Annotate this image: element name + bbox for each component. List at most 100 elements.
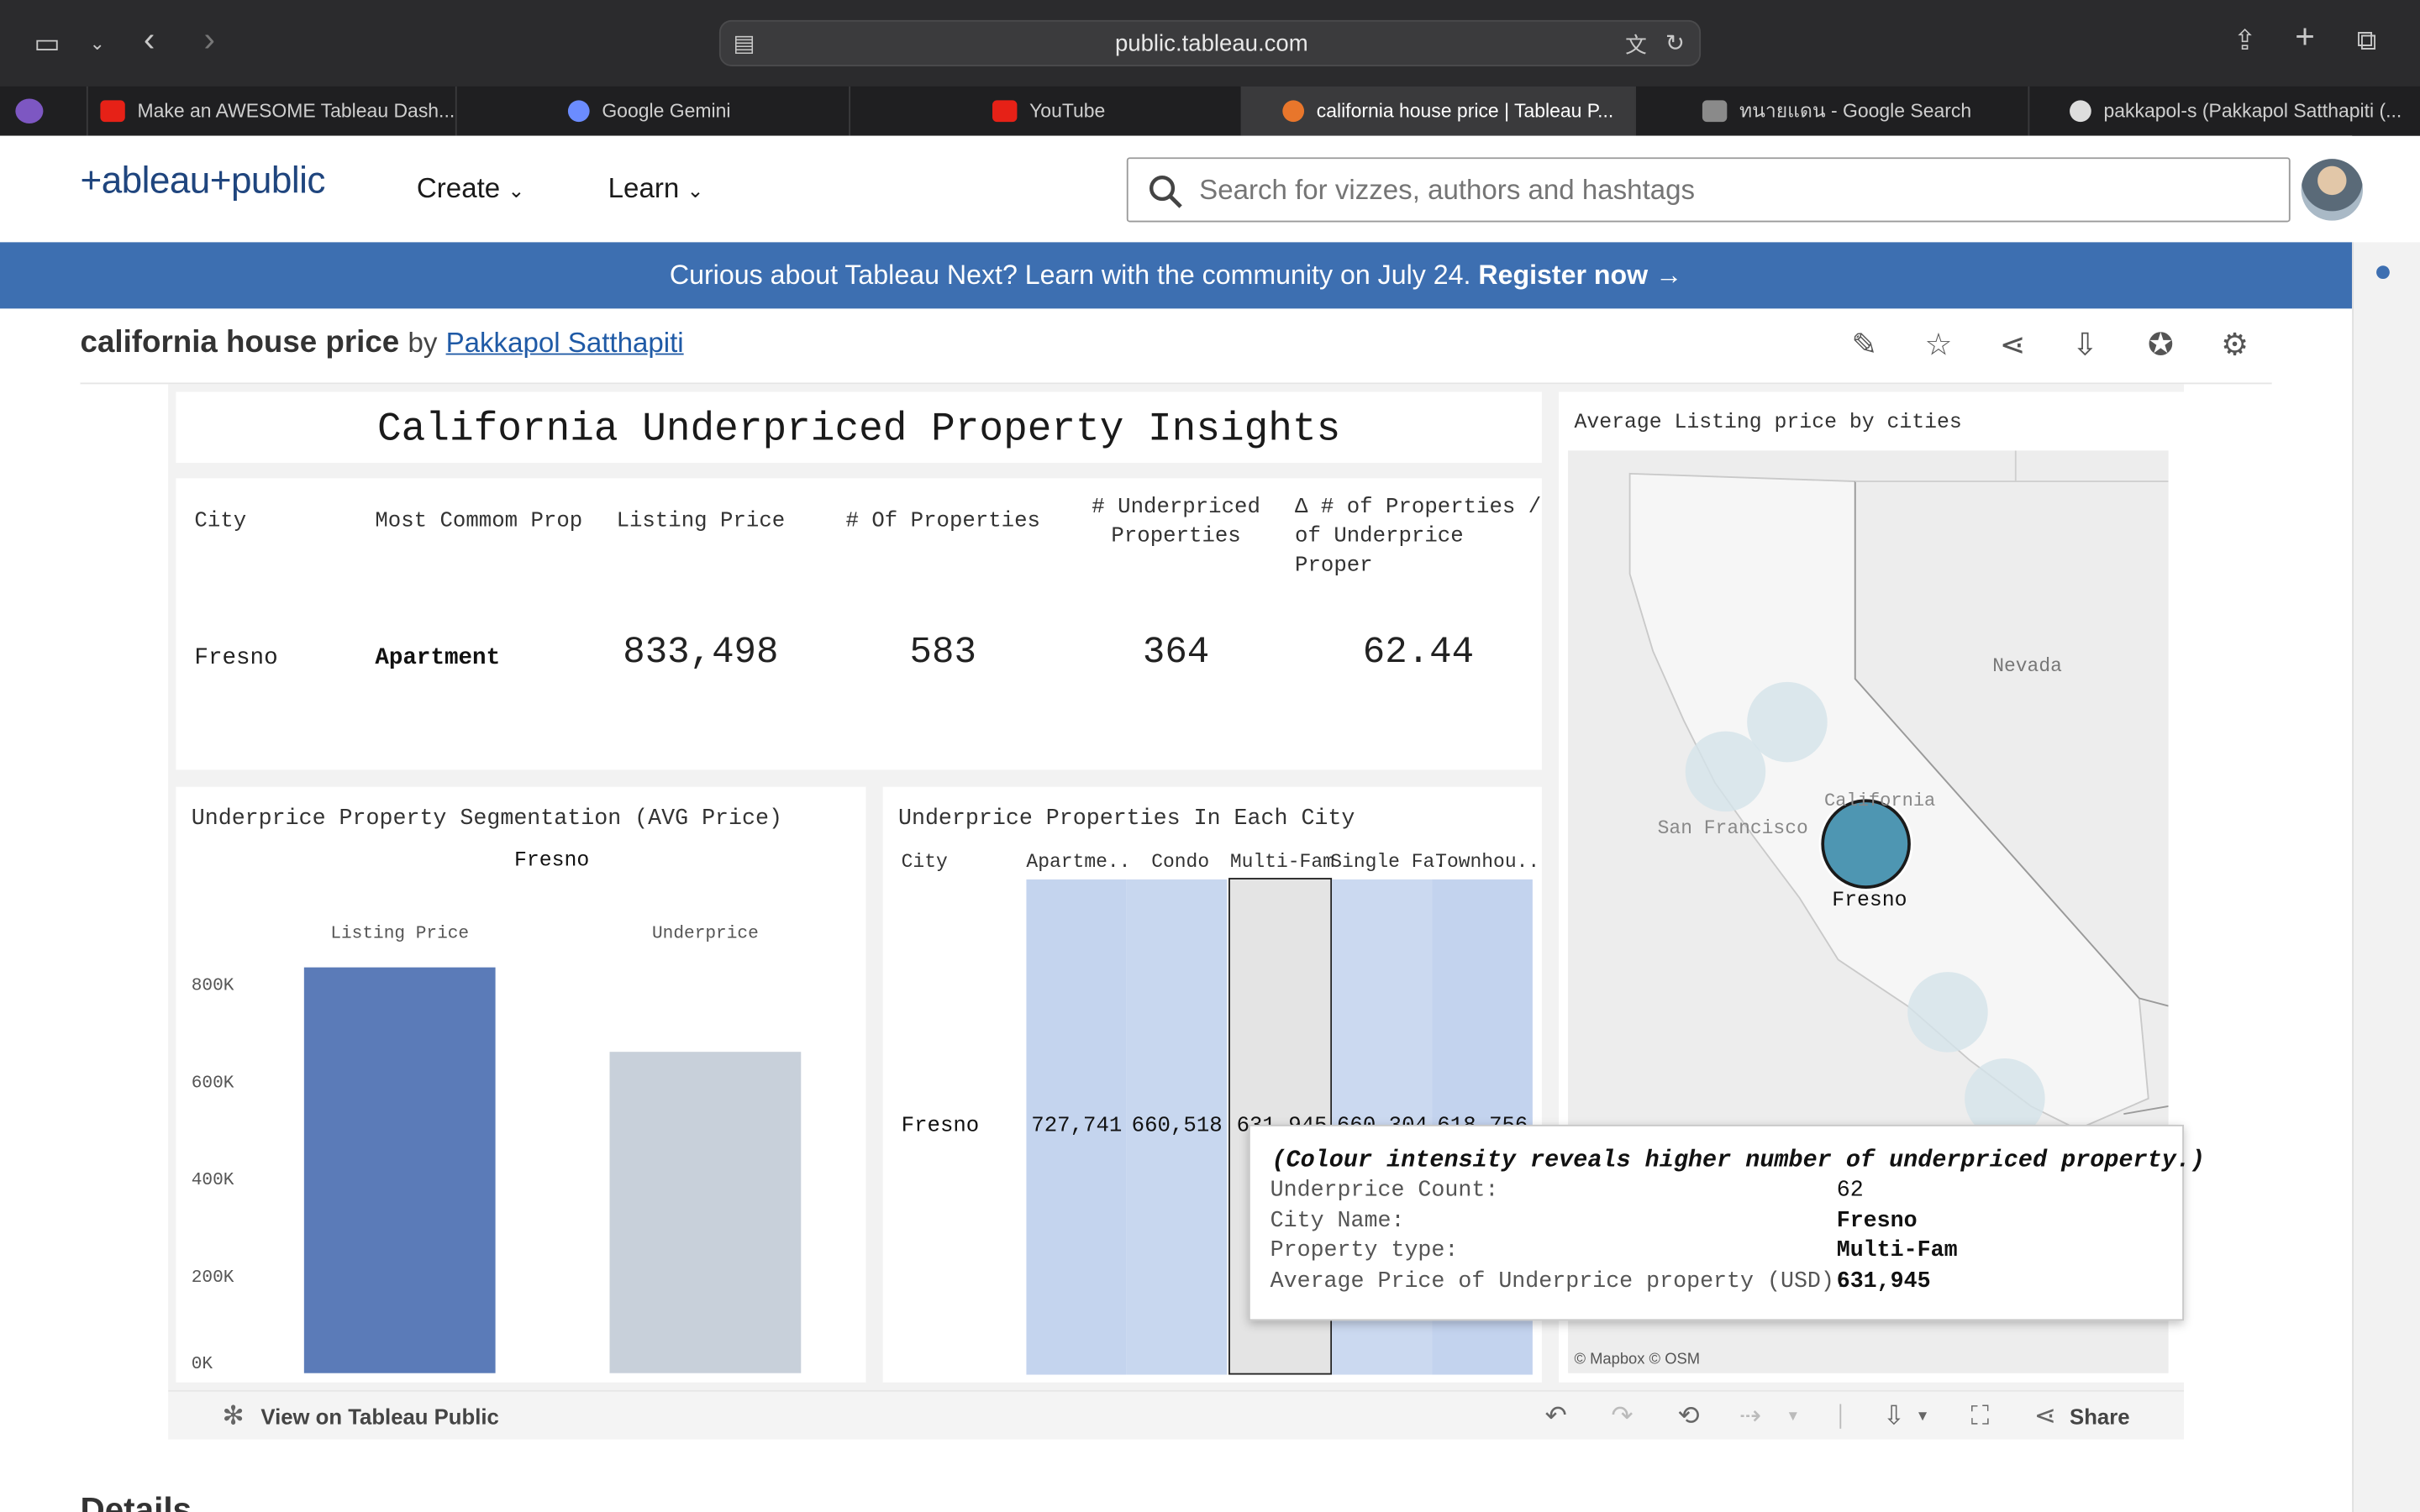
tableau-icon (1282, 99, 1305, 122)
tab-6[interactable]: pakkapol-s (Pakkapol Satthapiti (... (2028, 86, 2420, 136)
y-tick-label: 200K (192, 1268, 234, 1288)
chevron-down-icon[interactable]: ▾ (1788, 1407, 1797, 1426)
divider (80, 382, 2272, 385)
tab-1[interactable]: Make an AWESOME Tableau Dash... (86, 86, 455, 136)
github-icon (2070, 99, 2091, 122)
kpi-header-city: City (194, 509, 247, 534)
tab-2[interactable]: Google Gemini (455, 86, 849, 136)
tab-bar: Make an AWESOME Tableau Dash... Google G… (0, 86, 2420, 136)
fullscreen-icon[interactable]: ⛶ (1970, 1400, 1990, 1431)
register-link[interactable]: Register now → (1478, 259, 1683, 291)
avatar[interactable] (2301, 159, 2364, 221)
tooltip-val-price: 631,945 (1836, 1269, 1931, 1295)
view-on-tableau-link[interactable]: View on Tableau Public (260, 1404, 499, 1429)
share-icon[interactable]: ⋖ (2033, 1400, 2056, 1431)
chevron-down-icon: ⌄ (508, 179, 525, 202)
tooltip-key-city: City Name: (1270, 1210, 1405, 1235)
address-bar[interactable]: ▤ public.tableau.com 文 ↻ (718, 19, 1702, 66)
banner-text: Curious about Tableau Next? Learn with t… (669, 259, 1471, 291)
segmentation-title: Underprice Property Segmentation (AVG Pr… (191, 806, 782, 832)
kpi-header-underpriced: # Underpriced Properties (1092, 495, 1260, 549)
dashboard-title-panel: California Underpriced Property Insights (176, 391, 1542, 464)
youtube-icon (100, 99, 125, 122)
kpi-price: 833,498 (623, 633, 779, 675)
y-tick-label: 800K (192, 975, 234, 995)
reload-icon[interactable]: ↻ (1665, 30, 1685, 57)
tooltip-val-count: 62 (1836, 1179, 1864, 1204)
tab-label: Google Gemini (602, 100, 731, 123)
search-box[interactable] (1126, 157, 2291, 223)
map-label-fresno: Fresno (1832, 890, 1907, 914)
award-icon[interactable]: ✪ (2148, 328, 2174, 363)
segmentation-bar-chart: 0K 200K 400K 600K 800K (192, 967, 802, 1374)
tab-4-active[interactable]: california house price | Tableau P... (1240, 86, 1635, 136)
download-icon[interactable]: ⇩ (1882, 1400, 1905, 1431)
bar-underprice[interactable] (609, 1052, 802, 1373)
segmentation-city: Fresno (513, 850, 590, 874)
tableau-icon: ✻ (222, 1400, 245, 1431)
back-icon[interactable]: ‹ (143, 19, 155, 59)
city-table-header-apartment: Apartme.. (1026, 851, 1131, 874)
undo-icon[interactable]: ↶ (1544, 1400, 1567, 1431)
toolbar-divider (1839, 1404, 1842, 1429)
tab-3[interactable]: YouTube (849, 86, 1241, 136)
city-table-header-single: Single Fa. (1330, 851, 1447, 874)
kpi-city: Fresno (194, 644, 278, 671)
kpi-prop: Apartment (375, 644, 501, 671)
tab-5[interactable]: ทนายแดน - Google Search (1634, 86, 2028, 136)
city-table-header-condo: Condo (1151, 851, 1210, 874)
map-attribution[interactable]: © Mapbox © OSM (1574, 1351, 1701, 1369)
tooltip: (Colour intensity reveals higher number … (1248, 1124, 2205, 1321)
chevron-down-icon[interactable]: ▾ (1918, 1407, 1928, 1426)
translate-icon[interactable]: 文 (1625, 32, 1647, 57)
side-rail: ● (2352, 242, 2420, 1512)
kpi-count: 583 (909, 633, 976, 675)
kpi-header-price: Listing Price (616, 509, 786, 534)
tab-group-icon[interactable] (15, 98, 44, 123)
author-link[interactable]: Pakkapol Satthapiti (445, 327, 684, 359)
segmentation-col-underprice: Underprice (651, 924, 759, 945)
nav-create[interactable]: Create ⌄ (417, 173, 524, 206)
tooltip-val-type: Multi-Fam (1836, 1238, 1958, 1264)
y-tick-label: 0K (192, 1354, 213, 1374)
share-button[interactable]: Share (2070, 1404, 2130, 1429)
chevron-down-icon[interactable]: ⌄ (89, 32, 106, 55)
new-tab-icon[interactable]: + (2295, 17, 2315, 56)
map-label-california: California (1824, 790, 1936, 812)
lightbulb-icon[interactable]: ● (2373, 255, 2393, 289)
bar-listing-price[interactable] (303, 967, 496, 1373)
search-input[interactable] (1199, 171, 2265, 208)
chevron-down-icon: ⌄ (687, 179, 704, 202)
tooltip-key-type: Property type: (1270, 1238, 1459, 1264)
revert-icon[interactable]: ⟲ (1677, 1400, 1700, 1431)
download-icon[interactable]: ⇩ (2072, 328, 2098, 363)
heat-cell-condo[interactable] (1126, 879, 1228, 1375)
redo-icon[interactable]: ↷ (1611, 1400, 1634, 1431)
gear-icon[interactable]: ⚙ (2221, 328, 2249, 363)
share-icon[interactable]: ⇪ (2233, 24, 2257, 56)
edit-icon[interactable]: ✎ (1851, 328, 1878, 363)
tab-overview-icon[interactable]: ⧉ (2356, 24, 2377, 56)
star-icon[interactable]: ☆ (1924, 328, 1953, 363)
segmentation-panel: Underprice Property Segmentation (AVG Pr… (176, 786, 866, 1383)
refresh-icon[interactable]: ⇢ (1739, 1400, 1762, 1431)
sidebar-toggle-icon[interactable]: ▭ (34, 28, 60, 59)
city-table-row-city: Fresno (901, 1114, 980, 1139)
kpi-underpriced: 364 (1142, 633, 1210, 675)
city-table-header-city: City (901, 851, 948, 874)
page-menu-icon[interactable]: ▤ (733, 30, 755, 57)
viz-by: by (408, 327, 438, 359)
tab-label: ทนายแดน - Google Search (1739, 100, 1972, 123)
viz-title: california house price (80, 325, 400, 360)
city-table-header-multifam: Multi-Fam (1229, 851, 1334, 874)
gemini-icon (567, 99, 590, 122)
share-icon[interactable]: ⋖ (1999, 328, 2026, 363)
announcement-banner: Curious about Tableau Next? Learn with t… (0, 242, 2353, 309)
map-title: Average Listing price by cities (1574, 412, 1962, 435)
tableau-public-logo[interactable]: +ableau+public (80, 160, 326, 202)
forward-icon[interactable]: › (203, 19, 215, 59)
kpi-header-count: # Of Properties (845, 509, 1040, 534)
heat-cell-apartment[interactable] (1026, 879, 1127, 1375)
nav-learn[interactable]: Learn ⌄ (608, 173, 704, 206)
search-icon (1150, 176, 1182, 208)
